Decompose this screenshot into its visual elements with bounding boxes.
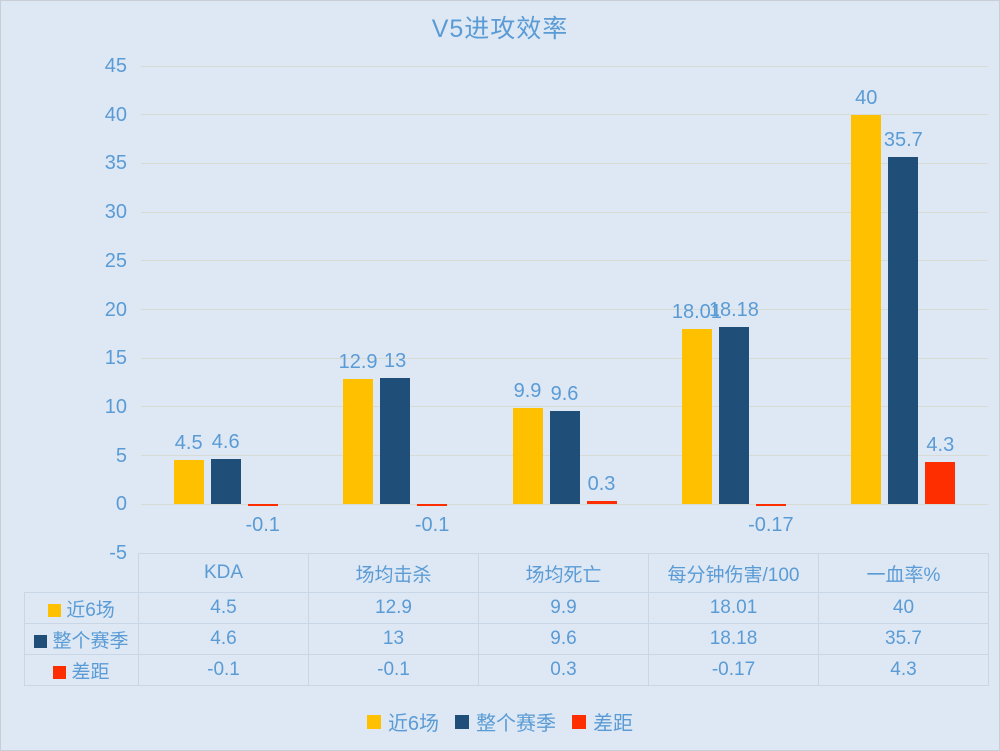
y-gridline [141,114,988,116]
table-value-cell: 9.9 [478,592,649,624]
bar-value-label: 18.01 [671,300,722,323]
table-row: 整个赛季 4.6 13 9.6 18.18 35.7 [24,623,989,655]
series-swatch-icon [34,634,48,648]
table-value-cell: 18.18 [648,623,819,655]
bar-series2-cat5 [888,156,919,505]
table-value-cell: 9.6 [478,623,649,655]
bar-value-label: 40 [855,86,878,109]
bar-series1-cat5 [851,114,882,505]
bar-value-label: -0.1 [414,514,450,537]
y-axis-tick-label: 10 [104,395,127,418]
legend-label: 整个赛季 [476,713,557,735]
legend-label: 近6场 [387,713,440,735]
bar-value-label: -0.1 [245,514,280,537]
bar-series3-cat3 [586,501,617,505]
y-axis-tick-label: 15 [104,347,127,370]
legend-swatch-icon [572,714,587,729]
bar-series1-cat2 [343,378,374,505]
bar-value-label: 35.7 [883,128,923,151]
table-value-cell: -0.1 [138,654,309,686]
y-axis-tick-label: 35 [104,152,127,175]
table-value-cell: -0.1 [308,654,479,686]
table-value-cell: 4.5 [138,592,309,624]
series-swatch-icon [53,665,67,679]
series-swatch-icon [48,603,62,617]
bar-value-label: -0.17 [748,514,794,537]
bar-value-label: 13 [383,349,407,372]
table-value-cell: 4.6 [138,623,309,655]
table-value-cell: 35.7 [818,623,989,655]
bar-series3-cat5 [925,462,956,505]
y-axis-tick-label: 20 [104,298,127,321]
bar-series1-cat1 [173,460,204,505]
bar-series2-cat3 [549,410,580,505]
table-header-cell: 每分钟伤害/100 [648,553,819,593]
table-header-cell: KDA [138,553,309,593]
bar-series3-cat1 [247,504,278,507]
table-corner-cell [25,554,139,593]
data-table: KDA 场均击杀 场均死亡 每分钟伤害/100 一血率% 近6场 4.5 12.9 9.9 18.… [24,553,989,686]
legend-swatch-icon [455,714,470,729]
y-gridline [141,309,988,310]
bar-series3-cat2 [417,504,448,507]
y-axis-tick-label: 30 [104,201,127,224]
table-value-cell: 13 [308,623,479,655]
series-label-cell: 整个赛季 [24,623,139,655]
bar-series3-cat4 [755,504,786,507]
table-value-cell: 12.9 [308,592,479,624]
table-row: 近6场 4.5 12.9 9.9 18.01 40 [24,592,989,624]
table-header-cell: 一血率% [818,553,989,593]
y-axis-tick-label: 40 [104,103,127,126]
y-gridline [141,503,988,505]
legend-item: 近6场 [366,707,440,736]
table-value-cell: 18.01 [648,592,819,624]
bar-series2-cat1 [210,459,241,505]
y-axis-tick-label: 25 [104,249,127,272]
legend-item: 差距 [572,707,633,736]
bar-value-label: 9.9 [513,379,542,402]
bar-value-label: 0.3 [587,473,616,496]
table-value-cell: 40 [818,592,989,624]
chart-title: V5进攻效率 [431,15,569,43]
bar-series2-cat4 [718,327,749,505]
table-value-cell: 0.3 [478,654,649,686]
bar-value-label: 4.3 [926,434,955,457]
y-gridline [141,260,988,262]
table-row: 差距 -0.1 -0.1 0.3 -0.17 4.3 [24,654,989,686]
series-label-cell: 近6场 [24,592,139,624]
bar-series1-cat3 [512,407,543,505]
bar-value-label: 4.6 [211,431,240,454]
legend-swatch-icon [366,714,381,729]
y-axis-tick-label: -5 [109,542,127,564]
table-header-cell: 场均死亡 [478,553,649,593]
y-gridline [141,211,988,213]
y-axis-tick-label: 0 [115,493,127,516]
table-value-cell: -0.17 [648,654,819,686]
y-gridline [141,357,988,359]
table-header-cell: 场均击杀 [308,553,479,593]
bar-value-label: 18.18 [708,299,759,322]
table-value-cell: 4.3 [818,654,989,686]
data-table-wrap: KDA 场均击杀 场均死亡 每分钟伤害/100 一血率% 近6场 4.5 12.9 9.9 18.… [24,553,989,686]
bar-series1-cat4 [681,328,712,505]
bar-value-label: 4.5 [174,432,203,455]
y-gridline [141,65,988,67]
y-gridline [141,406,988,408]
bar-value-label: 9.6 [550,382,579,405]
series-label-cell: 差距 [24,654,139,686]
bar-series2-cat2 [380,377,411,505]
chart-legend: 近6场 整个赛季 差距 [1,707,999,736]
y-axis-tick-label: 5 [115,444,127,467]
y-axis-tick-label: 45 [104,55,127,77]
legend-label: 差距 [593,713,634,735]
bar-value-label: 12.9 [338,350,378,373]
y-gridline [141,162,988,164]
legend-item: 整个赛季 [455,707,556,736]
